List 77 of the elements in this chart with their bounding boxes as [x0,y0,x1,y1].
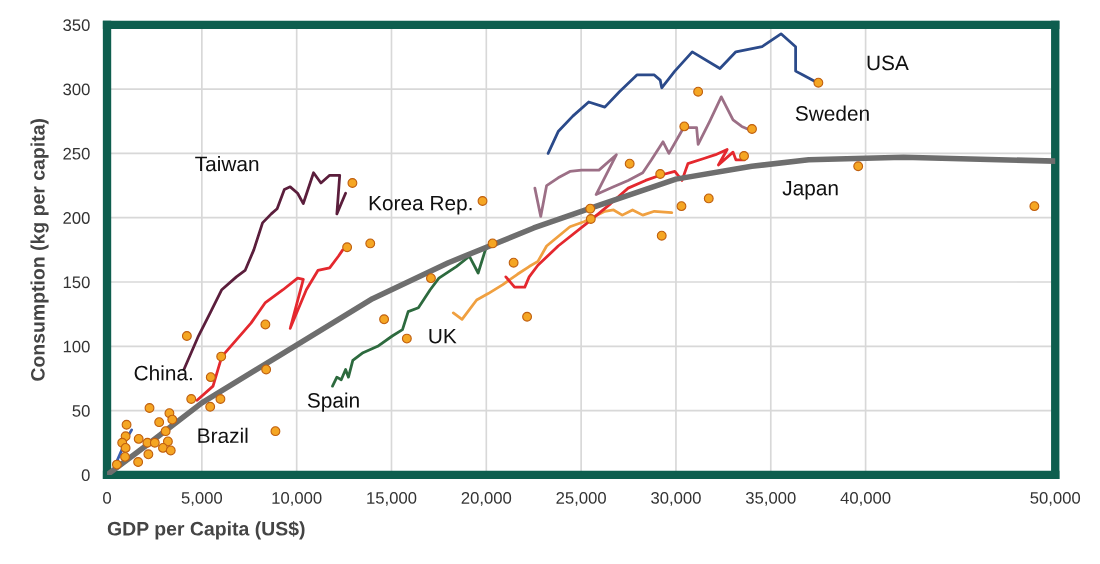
x-tick-label: 20,000 [461,491,512,506]
point [162,436,173,447]
y-tick-label: 250 [63,147,90,160]
point [111,459,122,470]
y-tick-label: 200 [63,212,90,224]
annotation: USA [867,55,909,71]
point [508,257,519,268]
x-tick-label: 35,000 [745,491,796,506]
point [270,426,281,437]
point [522,311,533,322]
point [347,178,358,188]
point [401,333,412,344]
point [656,230,667,241]
y-tick-label: 0 [81,469,90,482]
y-tick-label: 300 [63,83,90,96]
x-axis-title: GDP per Capita (US$) [107,520,305,540]
point [624,158,635,169]
annotation: Japan [782,180,838,200]
point [585,214,596,224]
point [181,331,192,341]
x-tick-label: 10,000 [272,491,322,506]
point [260,319,271,330]
point [487,238,498,249]
annotation: UK [429,328,457,344]
point [205,401,216,412]
y-axis-title: Consumption (kg per capita) [30,119,49,381]
x-tick-label: 25,000 [556,491,606,506]
point [149,437,160,448]
point [205,372,216,383]
annotation: Sweden [795,105,869,121]
y-tick-label: 100 [63,340,90,353]
point [379,314,390,325]
point [216,351,227,362]
point [676,201,687,212]
point [342,242,353,253]
point [133,433,144,444]
point [1029,201,1040,212]
point [747,124,757,134]
point [120,451,130,462]
point [154,417,165,428]
point [655,169,666,179]
point [365,238,376,249]
point [425,273,436,284]
x-tick-label: 5,000 [181,491,223,506]
point [739,151,749,161]
point [693,86,704,97]
point [186,394,197,404]
point [167,414,178,425]
point [143,449,154,460]
x-tick-label: 30,000 [651,491,701,506]
annotation: Spain [307,392,359,412]
point [160,426,171,437]
point [261,364,272,375]
point [585,203,596,214]
point [703,193,714,204]
point [165,445,176,456]
x-tick-label: 40,000 [840,491,891,506]
annotation: Brazil [198,427,248,444]
x-tick-label: 15,000 [367,491,417,506]
point [813,77,824,88]
point [215,394,226,404]
point [477,196,488,206]
point [133,457,144,467]
point [121,419,132,430]
x-tick-label: 0 [103,491,112,504]
y-tick-label: 350 [63,19,90,32]
y-tick-label: 150 [63,276,90,289]
point [679,121,690,132]
y-tick-label: 50 [72,404,90,417]
point [144,403,155,413]
point [120,442,131,453]
annotation: China. [134,365,192,381]
annotation: Korea Rep. [369,195,472,215]
point [158,442,168,453]
annotation: Taiwan [195,155,259,172]
point [853,161,864,172]
x-tick-label: 50,000 [1030,491,1081,506]
